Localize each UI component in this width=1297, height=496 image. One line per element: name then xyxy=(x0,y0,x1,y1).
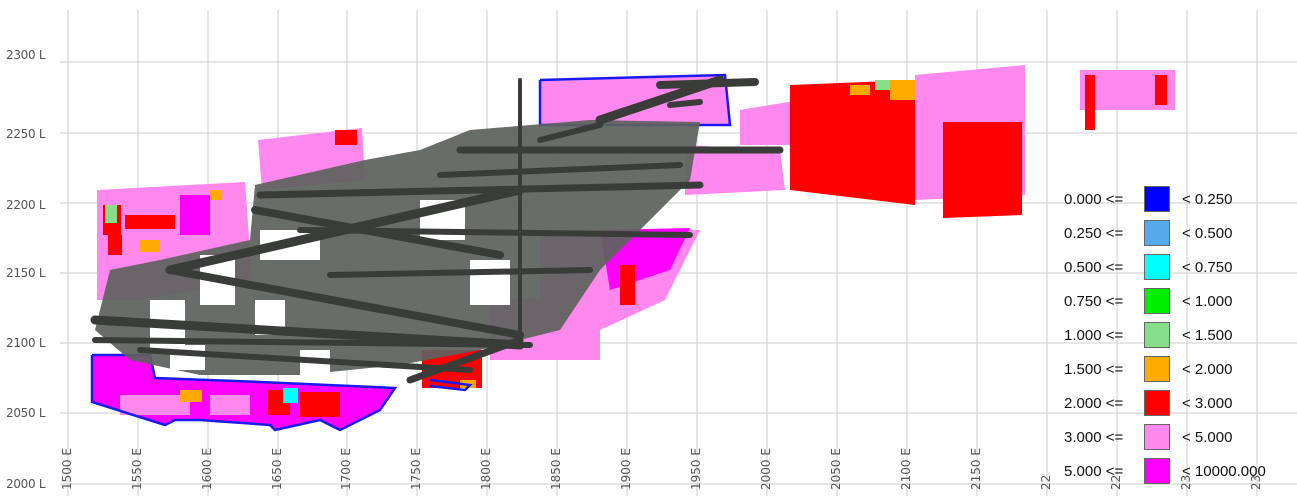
legend-lower-bound: 1.000 <= xyxy=(1064,327,1124,344)
legend-swatch xyxy=(1144,322,1170,348)
legend-upper-bound: < 3.000 xyxy=(1182,395,1233,412)
legend-upper-bound: < 2.000 xyxy=(1182,361,1233,378)
x-axis-label: 1900 E xyxy=(619,448,633,490)
legend-upper-bound: < 0.750 xyxy=(1182,259,1233,276)
legend-upper-bound: < 0.250 xyxy=(1182,191,1233,208)
x-axis-label: 2100 E xyxy=(899,448,913,490)
x-axis-label: 1600 E xyxy=(200,448,214,490)
x-axis-label: 1950 E xyxy=(689,448,703,490)
legend-lower-bound: 2.000 <= xyxy=(1064,395,1124,412)
grade-legend: 0.000 <= < 0.250 0.250 <= < 0.500 0.500 <= < … xyxy=(1058,183,1296,489)
legend-swatch xyxy=(1144,424,1170,450)
x-axis-label: 1750 E xyxy=(409,448,423,490)
legend-row: 5.000 <= < 10000.000 xyxy=(1058,455,1296,489)
legend-upper-bound: < 5.000 xyxy=(1182,429,1233,446)
legend-row: 0.250 <= < 0.500 xyxy=(1058,217,1296,251)
legend-row: 1.500 <= < 2.000 xyxy=(1058,353,1296,387)
legend-row: 0.500 <= < 0.750 xyxy=(1058,251,1296,285)
legend-lower-bound: 0.250 <= xyxy=(1064,225,1124,242)
legend-swatch xyxy=(1144,186,1170,212)
legend-row: 1.000 <= < 1.500 xyxy=(1058,319,1296,353)
legend-upper-bound: < 10000.000 xyxy=(1182,463,1266,480)
y-axis-label: 2150 L xyxy=(6,266,46,280)
legend-row: 2.000 <= < 3.000 xyxy=(1058,387,1296,421)
legend-swatch xyxy=(1144,356,1170,382)
legend-lower-bound: 5.000 <= xyxy=(1064,463,1124,480)
legend-upper-bound: < 0.500 xyxy=(1182,225,1233,242)
x-axis-label: 2150 E xyxy=(969,448,983,490)
x-axis-label: 1700 E xyxy=(339,448,353,490)
x-axis-label: 1650 E xyxy=(270,448,284,490)
legend-swatch xyxy=(1144,254,1170,280)
legend-lower-bound: 1.500 <= xyxy=(1064,361,1124,378)
legend-lower-bound: 0.000 <= xyxy=(1064,191,1124,208)
y-axis-label: 2200 L xyxy=(6,198,46,212)
x-axis-label: 1850 E xyxy=(549,448,563,490)
legend-upper-bound: < 1.500 xyxy=(1182,327,1233,344)
y-axis-label: 2100 L xyxy=(6,336,46,350)
legend-swatch xyxy=(1144,220,1170,246)
legend-swatch xyxy=(1144,390,1170,416)
legend-row: 0.000 <= < 0.250 xyxy=(1058,183,1296,217)
y-axis-label: 2300 L xyxy=(6,48,46,62)
x-axis-label: 1550 E xyxy=(130,448,144,490)
y-axis-label: 2250 L xyxy=(6,127,46,141)
legend-row: 0.750 <= < 1.000 xyxy=(1058,285,1296,319)
drives xyxy=(90,75,784,384)
x-axis-label: 1500 E xyxy=(60,448,74,490)
y-axis-label: 2000 L xyxy=(6,477,46,491)
x-axis-label: 2000 E xyxy=(759,448,773,490)
legend-lower-bound: 0.500 <= xyxy=(1064,259,1124,276)
legend-swatch xyxy=(1144,458,1170,484)
legend-row: 3.000 <= < 5.000 xyxy=(1058,421,1296,455)
legend-lower-bound: 0.750 <= xyxy=(1064,293,1124,310)
legend-upper-bound: < 1.000 xyxy=(1182,293,1233,310)
y-axis-label: 2050 L xyxy=(6,406,46,420)
legend-lower-bound: 3.000 <= xyxy=(1064,429,1124,446)
bottom-zone xyxy=(90,73,732,432)
x-axis-label: 2050 E xyxy=(829,448,843,490)
x-axis-label: 22 xyxy=(1039,474,1053,490)
legend-swatch xyxy=(1144,288,1170,314)
x-axis-label: 1800 E xyxy=(479,448,493,490)
